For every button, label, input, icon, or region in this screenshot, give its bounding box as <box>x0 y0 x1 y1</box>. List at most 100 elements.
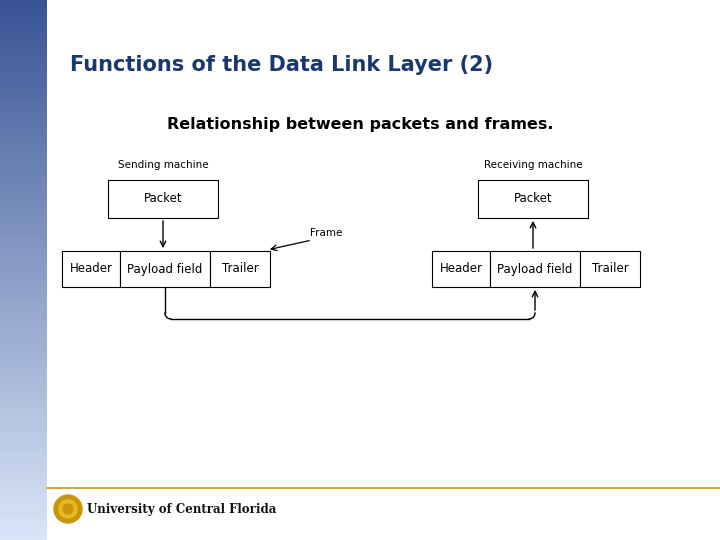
Bar <box>0 229 47 234</box>
Text: Payload field: Payload field <box>498 262 572 275</box>
Bar <box>0 292 47 297</box>
Bar <box>0 85 47 90</box>
Bar <box>0 220 47 225</box>
Bar <box>0 134 47 139</box>
Bar <box>0 382 47 387</box>
Bar <box>0 341 47 347</box>
Bar <box>0 427 47 432</box>
Bar <box>0 476 47 482</box>
Bar <box>0 535 47 540</box>
Bar <box>0 436 47 441</box>
Bar <box>0 414 47 418</box>
Bar <box>0 454 47 459</box>
Bar <box>0 17 47 23</box>
Bar <box>0 121 47 126</box>
Bar <box>580 251 640 287</box>
Bar <box>0 247 47 252</box>
Bar <box>0 256 47 261</box>
Bar <box>0 112 47 117</box>
Bar <box>0 319 47 324</box>
Bar <box>0 274 47 279</box>
Bar <box>0 144 47 149</box>
Bar <box>0 387 47 392</box>
Bar <box>0 377 47 382</box>
Bar <box>0 333 47 338</box>
Bar <box>0 90 47 94</box>
Bar <box>432 251 490 287</box>
Bar <box>0 198 47 202</box>
Bar <box>0 328 47 333</box>
Bar <box>0 422 47 428</box>
Bar <box>0 175 47 180</box>
Bar <box>0 512 47 517</box>
Bar <box>0 296 47 301</box>
Bar <box>490 251 580 287</box>
Text: University of Central Florida: University of Central Florida <box>87 503 276 516</box>
Bar <box>0 117 47 122</box>
Bar <box>0 67 47 72</box>
Bar <box>0 269 47 274</box>
Text: Relationship between packets and frames.: Relationship between packets and frames. <box>167 117 553 132</box>
Bar <box>0 530 47 536</box>
Bar <box>0 148 47 153</box>
Bar <box>0 107 47 112</box>
Bar <box>0 94 47 99</box>
Bar <box>0 468 47 472</box>
Bar <box>0 157 47 162</box>
Bar <box>0 166 47 171</box>
Bar <box>108 180 218 218</box>
Text: Header: Header <box>70 262 112 275</box>
Bar <box>0 314 47 320</box>
Bar <box>0 449 47 455</box>
Bar <box>0 404 47 409</box>
Bar <box>0 472 47 477</box>
Bar <box>0 431 47 436</box>
Bar <box>0 373 47 378</box>
Bar <box>0 188 47 193</box>
Bar <box>0 395 47 401</box>
Text: Header: Header <box>439 262 482 275</box>
Bar <box>0 58 47 63</box>
Bar <box>0 71 47 77</box>
Bar <box>0 260 47 266</box>
Bar <box>478 180 588 218</box>
Bar <box>0 360 47 365</box>
Bar <box>0 179 47 185</box>
Bar <box>0 526 47 531</box>
Bar <box>0 499 47 504</box>
Bar <box>0 445 47 450</box>
Bar <box>0 26 47 31</box>
Bar <box>0 242 47 247</box>
Bar <box>0 490 47 495</box>
Bar <box>0 463 47 468</box>
Bar <box>0 364 47 369</box>
Bar <box>0 508 47 513</box>
Bar <box>0 279 47 284</box>
Bar <box>0 36 47 40</box>
Bar <box>0 31 47 36</box>
Bar <box>0 310 47 315</box>
Bar <box>0 22 47 27</box>
Bar <box>0 0 47 4</box>
Bar <box>0 152 47 158</box>
Circle shape <box>63 504 73 514</box>
Bar <box>0 391 47 396</box>
Text: Functions of the Data Link Layer (2): Functions of the Data Link Layer (2) <box>70 55 493 75</box>
Bar <box>0 238 47 243</box>
Bar <box>0 202 47 207</box>
Bar <box>0 495 47 500</box>
Bar <box>0 337 47 342</box>
Bar <box>0 265 47 270</box>
Bar <box>0 481 47 486</box>
Bar <box>0 98 47 104</box>
Bar <box>0 9 47 14</box>
Bar <box>0 171 47 176</box>
Text: Frame: Frame <box>310 228 343 238</box>
Bar <box>0 4 47 9</box>
Bar <box>0 503 47 509</box>
Bar <box>0 125 47 131</box>
Bar <box>0 44 47 50</box>
Bar <box>0 130 47 135</box>
Bar <box>0 355 47 360</box>
Bar <box>0 418 47 423</box>
